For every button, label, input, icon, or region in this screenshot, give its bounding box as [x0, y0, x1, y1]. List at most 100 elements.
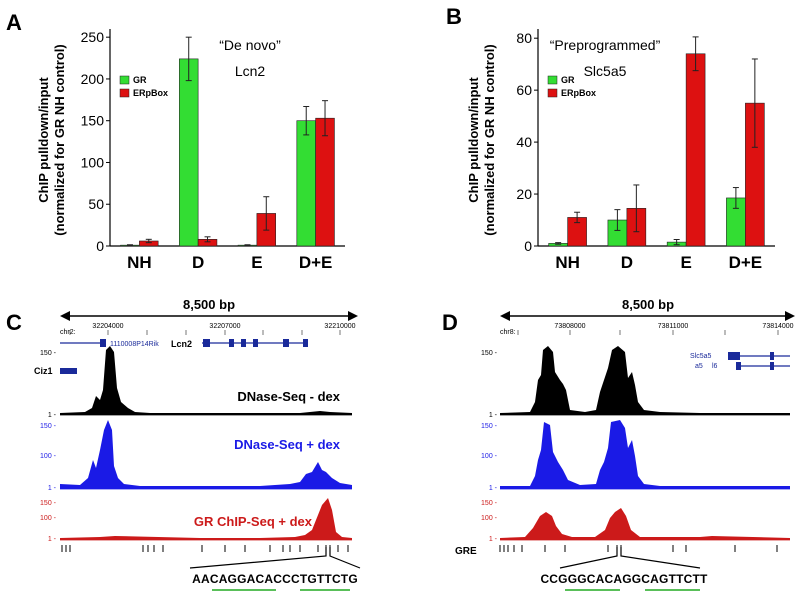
legend-swatch — [547, 88, 558, 98]
panel-d-track-scale: 1 - — [489, 485, 498, 492]
bar-erpbox — [685, 53, 706, 247]
panel-d-coord-tick: 73808000 — [554, 323, 585, 330]
x-tick-label: E — [251, 253, 262, 272]
y-tick-label: 250 — [81, 29, 105, 45]
y-tick-label: 40 — [516, 134, 532, 150]
panel-c-track-label: DNase-Seq - dex — [237, 389, 340, 404]
panel-c-track-dnase-plus-dex — [60, 420, 352, 489]
panel-b-annotation-line1: “Preprogrammed” — [550, 37, 661, 53]
panel-c-track-scale: 150 - — [40, 350, 57, 357]
y-tick-label: 0 — [96, 238, 104, 254]
panel-d-gene-label: a5 — [695, 363, 703, 370]
panel-c-track-scale: 100 - — [40, 515, 57, 522]
panel-d-track-scale: 100 - — [481, 453, 498, 460]
panel-c-gene-label: Lcn2 — [171, 339, 192, 349]
y-tick-label: 200 — [81, 71, 105, 87]
panel-d-letter: D — [442, 310, 458, 335]
panel-d-track-scale: 1 - — [489, 536, 498, 543]
panel-c-gene-lcn2 — [202, 339, 308, 347]
panel-c-track-label: GR ChIP-Seq + dex — [194, 514, 313, 529]
panel-d-chrom: chr8: — [500, 329, 516, 336]
bar-gr — [179, 58, 199, 247]
panel-c-coord-tick: 32207000 — [209, 323, 240, 330]
panel-d-track-scale: 1 - — [489, 412, 498, 419]
panel-d-zoom-lines — [559, 547, 701, 569]
legend-label: ERpBox — [561, 88, 596, 98]
panel-d-sequence: CCGGGCACAGGCAGTTCTT — [540, 572, 708, 586]
panel-c-sequence: AACAGGACACCCTGTTCTG — [192, 572, 358, 586]
panel-d-track-dnase-minus-dex — [500, 346, 790, 415]
panel-d-gene-label: l6 — [712, 363, 718, 370]
panel-d-gene-label: Slc5a5 — [690, 353, 712, 360]
panel-c-gene-ciz1 — [60, 368, 77, 374]
panel-c-span-label: 8,500 bp — [183, 297, 235, 312]
bar-gr — [296, 120, 316, 247]
panel-a-ylabel-line2: (normalized for GR NH control) — [52, 44, 67, 235]
legend-swatch — [119, 75, 130, 85]
panel-d-track-scale: 100 - — [481, 515, 498, 522]
legend-swatch — [547, 75, 558, 85]
x-tick-label: D+E — [729, 253, 763, 272]
x-tick-label: NH — [127, 253, 152, 272]
panel-c-track-scale: 1 - — [48, 412, 57, 419]
panel-c-gre-ticks — [61, 545, 349, 552]
panel-c-gene-label: Ciz1 — [34, 366, 53, 376]
panel-a-annotation-line1: “De novo” — [219, 37, 281, 53]
x-tick-label: D — [621, 253, 633, 272]
panel-c-gene-rik — [60, 339, 106, 347]
panel-d-track-gr-chip — [500, 508, 790, 540]
panel-a: A ChIP pulldown/input (normalized for GR… — [6, 10, 345, 272]
y-tick-label: 50 — [88, 196, 104, 212]
panel-d-track-scale: 150 - — [481, 423, 498, 430]
legend-label: GR — [133, 75, 147, 85]
y-tick-label: 150 — [81, 113, 105, 129]
panel-d-track-scale: 150 - — [481, 350, 498, 357]
panel-c-letter: C — [6, 310, 22, 335]
x-tick-label: D+E — [299, 253, 333, 272]
panel-c-coord-tick: 32204000 — [92, 323, 123, 330]
panel-c: C 8,500 bp chr2: 32204000 32207000 32210… — [6, 297, 361, 591]
y-tick-label: 60 — [516, 82, 532, 98]
chart-b: 0 20 40 60 80 NH D E D+E GR ERpBox — [516, 29, 775, 272]
panel-c-span-arrow — [60, 311, 358, 321]
chart-a: 0 50 100 150 200 250 NH D E D+E GR ERpBox — [81, 29, 345, 272]
legend-label: GR — [561, 75, 575, 85]
y-tick-label: 100 — [81, 154, 105, 170]
panel-c-track-scale: 150 - — [40, 423, 57, 430]
legend-swatch — [119, 88, 130, 98]
x-tick-label: NH — [555, 253, 580, 272]
panel-c-chrom: chr2: — [60, 329, 76, 336]
panel-d-coord-tick: 73814000 — [762, 323, 793, 330]
panel-b: B ChIP pulldown/input (normalized for GR… — [446, 4, 775, 272]
panel-c-ruler-ticks — [69, 330, 341, 335]
panel-d-coord-tick: 73811000 — [658, 323, 689, 330]
panel-d-span-arrow — [500, 311, 795, 321]
panel-b-annotation-line2: Slc5a5 — [584, 63, 627, 79]
panel-c-zoom-lines — [189, 547, 361, 569]
bar-erpbox — [315, 117, 335, 247]
panel-b-ylabel-line1: ChIP pulldown/input — [466, 77, 481, 203]
panel-d-ruler-ticks — [517, 330, 779, 335]
panel-a-annotation-line2: Lcn2 — [235, 63, 266, 79]
panel-c-track-scale: 1 - — [48, 536, 57, 543]
legend-label: ERpBox — [133, 88, 168, 98]
panel-c-track-scale: 100 - — [40, 453, 57, 460]
x-tick-label: D — [192, 253, 204, 272]
panel-c-track-dnase-minus-dex — [60, 346, 352, 415]
panel-c-track-scale: 150 - — [40, 500, 57, 507]
y-tick-label: 80 — [516, 30, 532, 46]
panel-d-gre-label: GRE — [455, 546, 477, 557]
panel-c-coord-tick: 32210000 — [324, 323, 355, 330]
y-tick-label: 20 — [516, 186, 532, 202]
y-tick-label: 0 — [524, 238, 532, 254]
panel-c-gene-label: 1110008P14Rik — [110, 341, 159, 348]
panel-c-track-gr-chip — [60, 498, 352, 540]
panel-d: D 8,500 bp chr8: 73808000 73811000 73814… — [442, 297, 795, 591]
panel-a-letter: A — [6, 10, 22, 35]
panel-a-ylabel-line1: ChIP pulldown/input — [36, 77, 51, 203]
panel-c-track-label: DNase-Seq + dex — [234, 437, 341, 452]
panel-b-letter: B — [446, 4, 462, 29]
panel-b-ylabel-line2: (normalized for GR NH control) — [482, 44, 497, 235]
panel-d-gene-slc5a5 — [728, 352, 790, 370]
